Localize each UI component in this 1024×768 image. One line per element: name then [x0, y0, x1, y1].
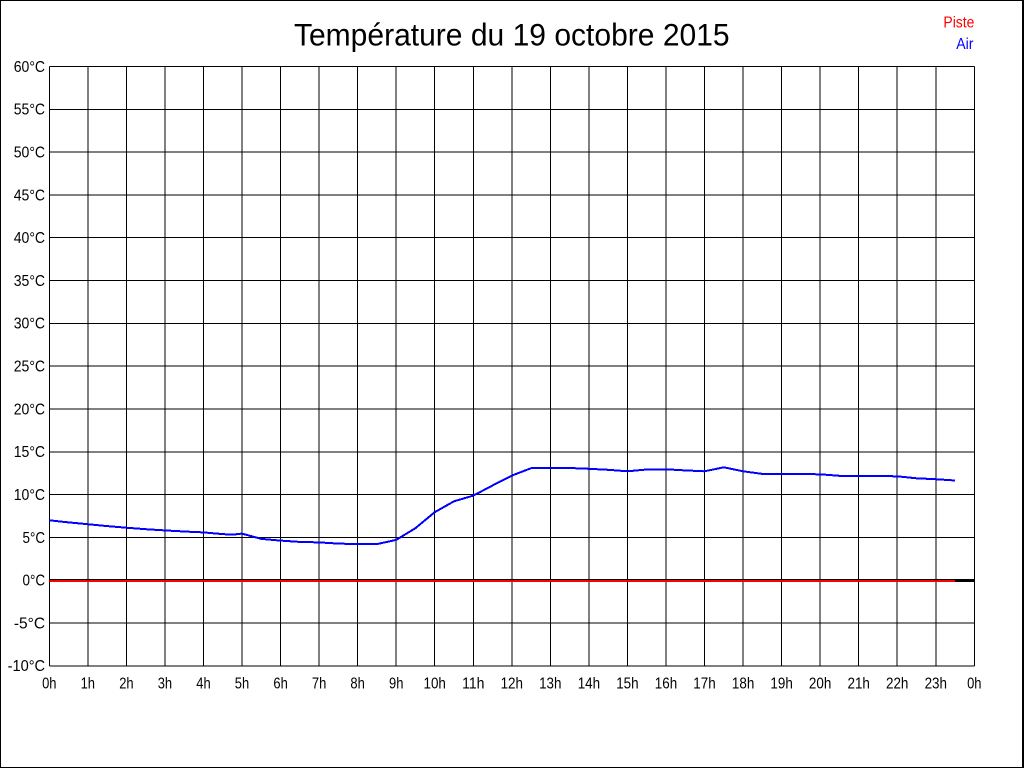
svg-text:17h: 17h — [693, 676, 715, 693]
svg-text:11h: 11h — [462, 676, 484, 693]
svg-text:15h: 15h — [616, 676, 638, 693]
svg-text:40°C: 40°C — [14, 230, 45, 247]
svg-text:10h: 10h — [424, 676, 446, 693]
svg-text:-10°C: -10°C — [8, 658, 46, 675]
svg-text:-5°C: -5°C — [14, 615, 45, 632]
svg-text:7h: 7h — [312, 676, 326, 693]
svg-text:45°C: 45°C — [14, 187, 45, 204]
svg-text:0h: 0h — [967, 676, 981, 693]
svg-text:12h: 12h — [501, 676, 523, 693]
svg-text:60°C: 60°C — [14, 59, 45, 76]
svg-text:14h: 14h — [578, 676, 600, 693]
svg-text:9h: 9h — [389, 676, 403, 693]
svg-text:20°C: 20°C — [14, 401, 45, 418]
svg-text:22h: 22h — [886, 676, 908, 693]
svg-text:Température du 19 octobre 2015: Température du 19 octobre 2015 — [294, 17, 730, 53]
svg-text:5h: 5h — [235, 676, 249, 693]
svg-text:55°C: 55°C — [14, 102, 45, 119]
svg-text:5°C: 5°C — [23, 530, 46, 547]
svg-text:6h: 6h — [273, 676, 287, 693]
svg-text:1h: 1h — [81, 676, 95, 693]
svg-text:25°C: 25°C — [14, 359, 45, 376]
svg-text:18h: 18h — [732, 676, 754, 693]
svg-text:35°C: 35°C — [14, 273, 45, 290]
svg-text:0h: 0h — [42, 676, 56, 693]
svg-text:30°C: 30°C — [14, 316, 45, 333]
svg-text:50°C: 50°C — [14, 145, 45, 162]
svg-text:19h: 19h — [770, 676, 792, 693]
svg-text:3h: 3h — [158, 676, 172, 693]
svg-text:23h: 23h — [925, 676, 947, 693]
svg-text:Piste: Piste — [943, 14, 974, 31]
svg-text:2h: 2h — [119, 676, 133, 693]
svg-text:0°C: 0°C — [23, 573, 46, 590]
svg-text:21h: 21h — [848, 676, 870, 693]
svg-text:10°C: 10°C — [14, 487, 45, 504]
svg-text:13h: 13h — [539, 676, 561, 693]
svg-text:Air: Air — [956, 36, 973, 53]
svg-text:8h: 8h — [350, 676, 364, 693]
svg-text:16h: 16h — [655, 676, 677, 693]
svg-text:20h: 20h — [809, 676, 831, 693]
svg-text:15°C: 15°C — [14, 444, 45, 461]
svg-text:4h: 4h — [196, 676, 210, 693]
